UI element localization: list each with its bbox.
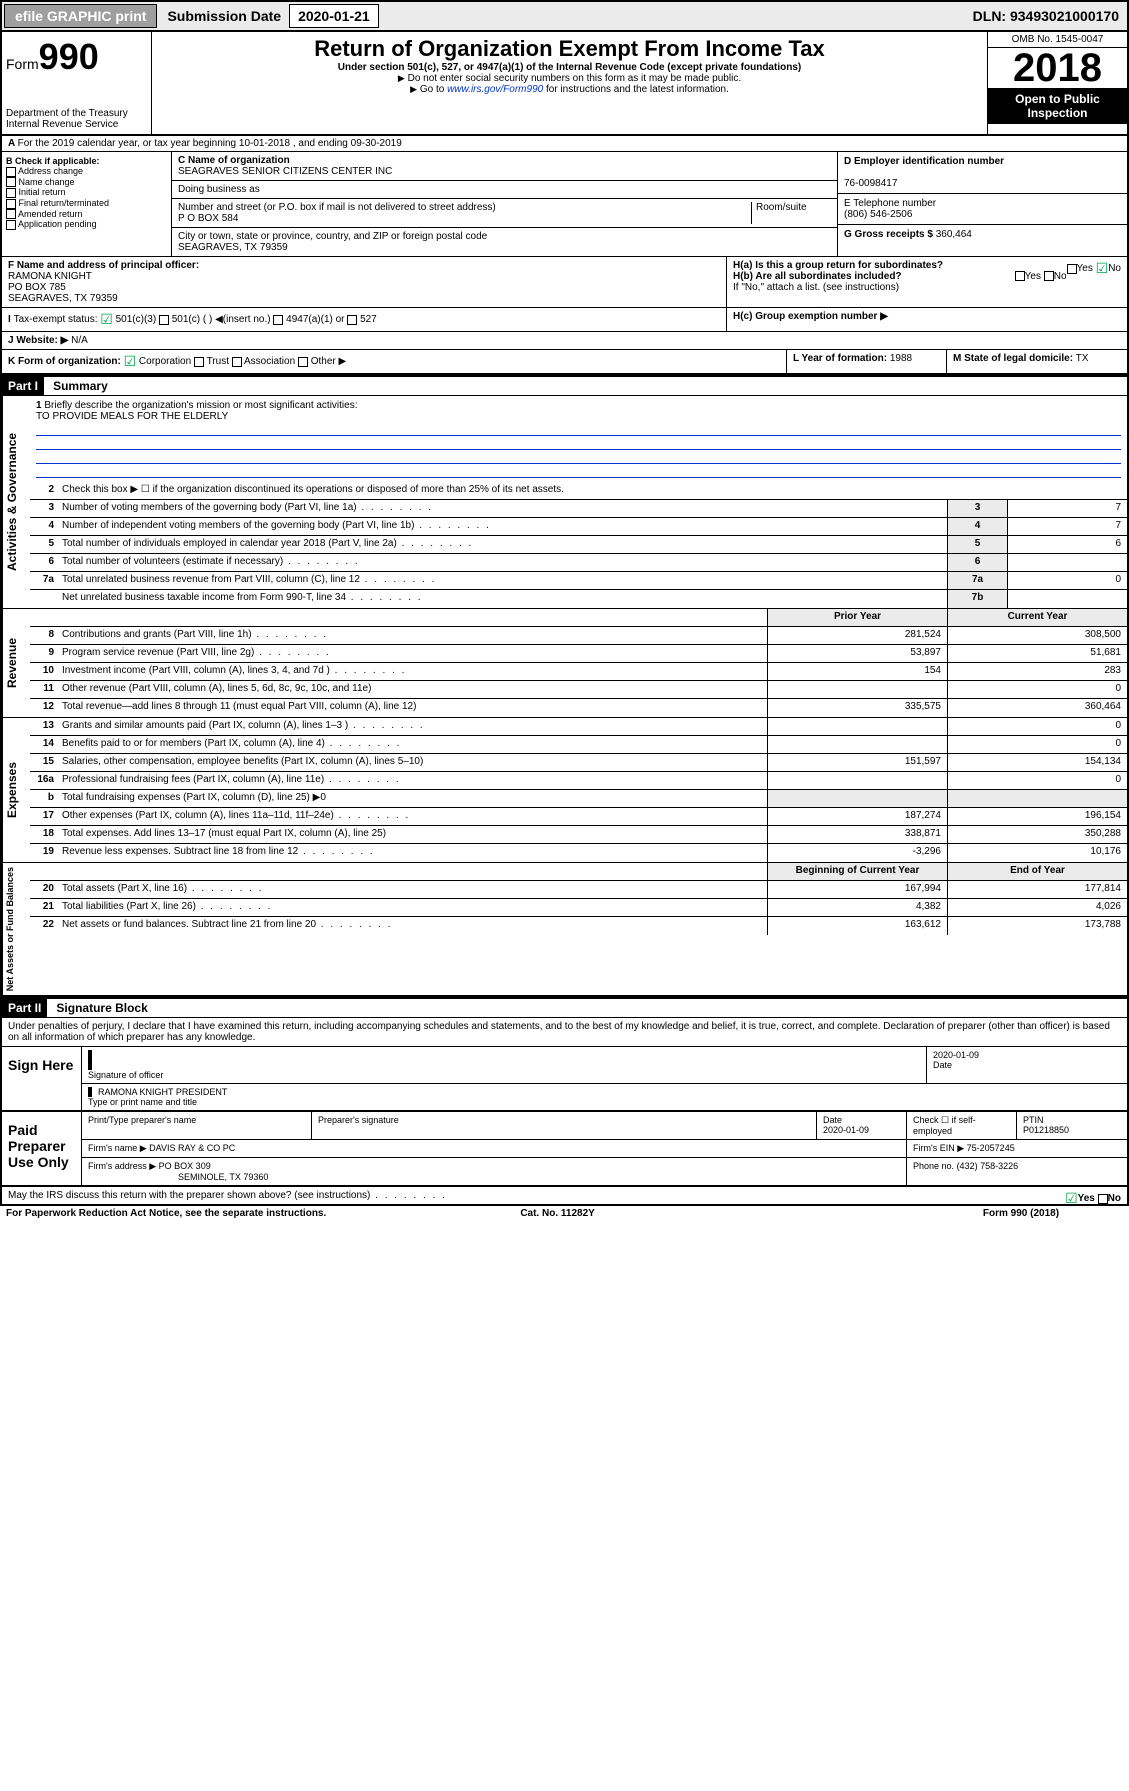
line-a: A For the 2019 calendar year, or tax yea…	[0, 136, 1129, 152]
section-revenue: Revenue Prior YearCurrent Year 8Contribu…	[0, 609, 1129, 718]
form-title: Return of Organization Exempt From Incom…	[156, 36, 983, 62]
block-i: I Tax-exempt status: ☑ 501(c)(3) 501(c) …	[0, 308, 1129, 332]
chk-final[interactable]: Final return/terminated	[6, 198, 167, 209]
org-city: SEAGRAVES, TX 79359	[178, 242, 288, 253]
form-header: Form990 Department of the TreasuryIntern…	[0, 32, 1129, 136]
year-formation: 1988	[890, 353, 912, 364]
paid-preparer-block: Paid Preparer Use Only Print/Type prepar…	[0, 1112, 1129, 1187]
block-bcd: B Check if applicable: Address change Na…	[0, 152, 1129, 257]
chk-pending[interactable]: Application pending	[6, 219, 167, 230]
val-7a: 0	[1007, 572, 1127, 589]
chk-address[interactable]: Address change	[6, 166, 167, 177]
block-klm: K Form of organization: ☑ Corporation Tr…	[0, 350, 1129, 375]
block-fh: F Name and address of principal officer:…	[0, 257, 1129, 308]
footer: For Paperwork Reduction Act Notice, see …	[0, 1206, 1065, 1221]
open-inspection: Open to Public Inspection	[988, 88, 1127, 124]
sign-here-block: Sign Here Signature of officer2020-01-09…	[0, 1047, 1129, 1112]
part2-header: Part II Signature Block	[0, 997, 1129, 1018]
ptin: P01218850	[1023, 1125, 1069, 1135]
ein: 76-0098417	[844, 178, 897, 189]
rev-c8: 308,500	[947, 627, 1127, 644]
section-activities: Activities & Governance 1 Briefly descri…	[0, 396, 1129, 609]
website: N/A	[71, 335, 88, 346]
chk-initial[interactable]: Initial return	[6, 187, 167, 198]
val-4: 7	[1007, 518, 1127, 535]
val-5: 6	[1007, 536, 1127, 553]
label-activities: Activities & Governance	[2, 396, 30, 608]
section-deg: D Employer identification number76-00984…	[837, 152, 1127, 256]
block-j: J Website: ▶ N/A	[0, 332, 1129, 350]
telephone: (806) 546-2506	[844, 209, 912, 220]
firm-phone: (432) 758-3226	[957, 1161, 1019, 1171]
rev-p8: 281,524	[767, 627, 947, 644]
dept-label: Department of the TreasuryInternal Reven…	[6, 108, 147, 130]
firm-ein: 75-2057245	[967, 1143, 1015, 1153]
sig-date: 2020-01-09	[933, 1050, 979, 1060]
chk-name[interactable]: Name change	[6, 177, 167, 188]
submission-date: 2020-01-21	[289, 4, 379, 28]
subtitle-1: Under section 501(c), 527, or 4947(a)(1)…	[156, 62, 983, 73]
part1-header: Part I Summary	[0, 375, 1129, 396]
penalty-text: Under penalties of perjury, I declare th…	[0, 1018, 1129, 1047]
irs-link[interactable]: www.irs.gov/Form990	[447, 84, 543, 95]
submission-label: Submission Date	[159, 5, 289, 27]
section-netassets: Net Assets or Fund Balances Beginning of…	[0, 863, 1129, 997]
section-expenses: Expenses 13Grants and similar amounts pa…	[0, 718, 1129, 863]
discuss-row: May the IRS discuss this return with the…	[0, 1187, 1129, 1206]
org-address: P O BOX 584	[178, 213, 238, 224]
val-3: 7	[1007, 500, 1127, 517]
officer-name: RAMONA KNIGHT	[8, 271, 92, 282]
tax-year: 2018	[988, 48, 1127, 88]
firm-name: DAVIS RAY & CO PC	[149, 1143, 235, 1153]
section-c: C Name of organizationSEAGRAVES SENIOR C…	[172, 152, 837, 256]
gross-receipts: 360,464	[936, 229, 972, 240]
label-expenses: Expenses	[2, 718, 30, 862]
subtitle-3: Go to www.irs.gov/Form990 for instructio…	[156, 84, 983, 95]
officer-name-title: RAMONA KNIGHT PRESIDENT	[98, 1087, 227, 1097]
label-netassets: Net Assets or Fund Balances	[2, 863, 30, 995]
org-name: SEAGRAVES SENIOR CITIZENS CENTER INC	[178, 166, 392, 177]
subtitle-2: Do not enter social security numbers on …	[156, 73, 983, 84]
mission-text: TO PROVIDE MEALS FOR THE ELDERLY	[36, 411, 228, 422]
val-6	[1007, 554, 1127, 571]
efile-button[interactable]: efile GRAPHIC print	[4, 4, 157, 28]
val-7b	[1007, 590, 1127, 608]
chk-amended[interactable]: Amended return	[6, 209, 167, 220]
label-revenue: Revenue	[2, 609, 30, 717]
dln: DLN: 93493021000170	[965, 5, 1127, 27]
state-domicile: TX	[1076, 353, 1089, 364]
topbar: efile GRAPHIC print Submission Date 2020…	[0, 0, 1129, 32]
form-number: Form990	[6, 36, 147, 78]
section-b: B Check if applicable: Address change Na…	[2, 152, 172, 256]
